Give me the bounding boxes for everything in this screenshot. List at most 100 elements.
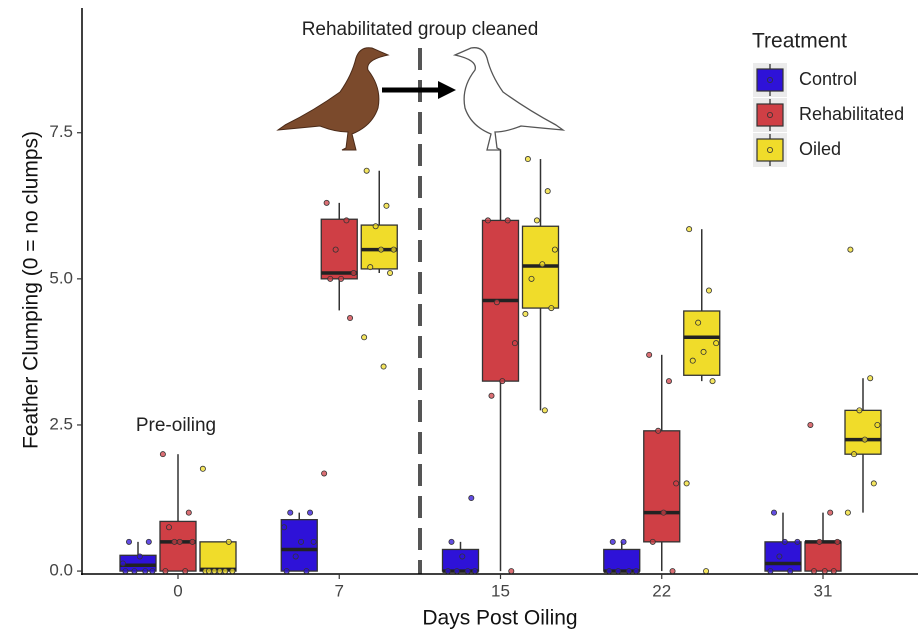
- point: [344, 218, 349, 223]
- point: [634, 568, 639, 573]
- point: [445, 568, 450, 573]
- point: [217, 568, 222, 573]
- point: [322, 471, 327, 476]
- point: [808, 422, 813, 427]
- point: [351, 270, 356, 275]
- point: [788, 568, 793, 573]
- y-tick-label: 0.0: [49, 561, 73, 580]
- point: [143, 568, 148, 573]
- point: [373, 224, 378, 229]
- point: [545, 189, 550, 194]
- point: [368, 265, 373, 270]
- legend-key-point: [767, 147, 772, 152]
- point: [230, 568, 235, 573]
- point: [362, 335, 367, 340]
- point: [288, 510, 293, 515]
- point: [666, 379, 671, 384]
- point: [845, 510, 850, 515]
- point: [690, 358, 695, 363]
- box: [644, 431, 680, 542]
- point: [123, 568, 128, 573]
- point: [381, 364, 386, 369]
- point: [485, 218, 490, 223]
- point: [851, 452, 856, 457]
- point: [862, 437, 867, 442]
- point: [166, 525, 171, 530]
- point: [284, 568, 289, 573]
- point: [338, 276, 343, 281]
- point: [378, 247, 383, 252]
- point: [687, 227, 692, 232]
- annotation: Pre-oiling: [136, 415, 216, 436]
- point: [212, 568, 217, 573]
- legend-label: Control: [799, 69, 857, 89]
- point: [298, 539, 303, 544]
- point: [494, 300, 499, 305]
- legend-title: Treatment: [752, 30, 847, 53]
- point: [137, 554, 142, 559]
- point: [132, 568, 137, 573]
- x-axis-title: Days Post Oiling: [422, 607, 577, 630]
- point: [714, 341, 719, 346]
- point: [771, 510, 776, 515]
- point: [469, 495, 474, 500]
- point: [347, 315, 352, 320]
- y-tick-label: 2.5: [49, 414, 73, 433]
- point: [146, 539, 151, 544]
- point: [163, 568, 168, 573]
- point: [795, 539, 800, 544]
- point: [333, 247, 338, 252]
- point: [293, 554, 298, 559]
- point: [647, 352, 652, 357]
- point: [186, 510, 191, 515]
- point: [505, 218, 510, 223]
- x-tick-label: 22: [652, 581, 671, 600]
- point: [190, 539, 195, 544]
- point: [822, 568, 827, 573]
- point: [120, 561, 125, 566]
- x-tick-label: 31: [814, 581, 833, 600]
- point: [828, 510, 833, 515]
- point: [703, 568, 708, 573]
- point: [223, 568, 228, 573]
- box: [604, 549, 640, 571]
- point: [607, 568, 612, 573]
- y-tick-label: 5.0: [49, 268, 73, 287]
- point: [661, 510, 666, 515]
- point: [684, 481, 689, 486]
- annotation: Rehabilitated group cleaned: [302, 19, 539, 40]
- point: [206, 568, 211, 573]
- point: [489, 393, 494, 398]
- point: [500, 379, 505, 384]
- point: [848, 247, 853, 252]
- point: [449, 539, 454, 544]
- point: [552, 247, 557, 252]
- point: [523, 311, 528, 316]
- legend-label: Rehabilitated: [799, 104, 904, 124]
- x-tick-label: 0: [173, 581, 182, 600]
- point: [454, 568, 459, 573]
- point: [710, 379, 715, 384]
- point: [696, 320, 701, 325]
- box: [765, 542, 801, 571]
- point: [304, 568, 309, 573]
- y-tick-label: 7.5: [49, 122, 73, 141]
- point: [768, 568, 773, 573]
- point: [674, 481, 679, 486]
- point: [328, 276, 333, 281]
- point: [183, 568, 188, 573]
- x-tick-label: 7: [335, 581, 344, 600]
- point: [777, 554, 782, 559]
- box: [160, 521, 196, 571]
- point: [871, 481, 876, 486]
- point: [512, 341, 517, 346]
- point: [610, 539, 615, 544]
- point: [200, 466, 205, 471]
- point: [656, 428, 661, 433]
- box: [805, 542, 841, 571]
- point: [616, 568, 621, 573]
- point: [706, 288, 711, 293]
- point: [387, 270, 392, 275]
- point: [540, 262, 545, 267]
- legend-key-point: [767, 77, 772, 82]
